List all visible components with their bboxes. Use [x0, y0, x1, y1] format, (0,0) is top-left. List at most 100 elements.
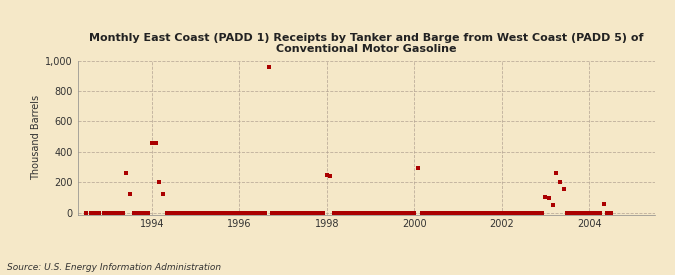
- Point: [139, 211, 150, 215]
- Point: [248, 211, 259, 215]
- Point: [540, 195, 551, 199]
- Point: [446, 211, 456, 215]
- Point: [358, 211, 369, 215]
- Point: [369, 211, 379, 215]
- Point: [241, 211, 252, 215]
- Point: [605, 211, 616, 215]
- Point: [522, 211, 533, 215]
- Point: [533, 211, 543, 215]
- Point: [292, 211, 303, 215]
- Point: [234, 211, 245, 215]
- Point: [347, 211, 358, 215]
- Point: [136, 211, 146, 215]
- Point: [511, 211, 522, 215]
- Point: [143, 211, 154, 215]
- Point: [394, 211, 405, 215]
- Point: [576, 211, 587, 215]
- Point: [380, 211, 391, 215]
- Point: [438, 211, 449, 215]
- Point: [569, 211, 580, 215]
- Point: [85, 211, 96, 215]
- Point: [94, 211, 105, 215]
- Point: [478, 211, 489, 215]
- Point: [584, 211, 595, 215]
- Point: [340, 211, 350, 215]
- Point: [146, 141, 157, 145]
- Point: [238, 211, 248, 215]
- Point: [423, 211, 434, 215]
- Point: [107, 211, 117, 215]
- Point: [329, 211, 340, 215]
- Point: [194, 211, 205, 215]
- Point: [212, 211, 223, 215]
- Point: [281, 211, 292, 215]
- Point: [271, 211, 281, 215]
- Point: [595, 211, 605, 215]
- Point: [391, 211, 402, 215]
- Point: [427, 211, 438, 215]
- Point: [365, 211, 376, 215]
- Point: [227, 211, 238, 215]
- Point: [205, 211, 215, 215]
- Point: [412, 166, 423, 170]
- Point: [183, 211, 194, 215]
- Point: [336, 211, 347, 215]
- Point: [303, 211, 314, 215]
- Point: [416, 211, 427, 215]
- Point: [467, 211, 478, 215]
- Point: [398, 211, 409, 215]
- Point: [551, 170, 562, 175]
- Point: [223, 211, 234, 215]
- Point: [344, 211, 354, 215]
- Point: [314, 211, 325, 215]
- Point: [103, 211, 113, 215]
- Point: [507, 211, 518, 215]
- Point: [300, 211, 310, 215]
- Point: [547, 203, 558, 208]
- Point: [431, 211, 441, 215]
- Point: [482, 211, 493, 215]
- Point: [252, 211, 263, 215]
- Point: [296, 211, 306, 215]
- Point: [110, 211, 121, 215]
- Point: [277, 211, 288, 215]
- Point: [245, 211, 256, 215]
- Point: [435, 211, 446, 215]
- Title: Monthly East Coast (PADD 1) Receipts by Tanker and Barge from West Coast (PADD 5: Monthly East Coast (PADD 1) Receipts by …: [89, 32, 643, 54]
- Point: [190, 211, 201, 215]
- Point: [219, 211, 230, 215]
- Point: [350, 211, 361, 215]
- Point: [216, 211, 227, 215]
- Point: [489, 211, 500, 215]
- Point: [321, 173, 332, 177]
- Point: [566, 211, 576, 215]
- Point: [209, 211, 219, 215]
- Point: [169, 211, 180, 215]
- Point: [555, 180, 566, 185]
- Point: [187, 211, 198, 215]
- Point: [318, 211, 329, 215]
- Point: [493, 211, 504, 215]
- Point: [464, 211, 475, 215]
- Point: [154, 180, 165, 185]
- Y-axis label: Thousand Barrels: Thousand Barrels: [31, 95, 41, 180]
- Point: [525, 211, 536, 215]
- Point: [180, 211, 190, 215]
- Point: [117, 211, 128, 215]
- Point: [310, 211, 321, 215]
- Point: [449, 211, 460, 215]
- Point: [402, 211, 412, 215]
- Point: [420, 211, 431, 215]
- Point: [332, 211, 343, 215]
- Point: [230, 211, 241, 215]
- Point: [125, 192, 136, 196]
- Point: [285, 211, 296, 215]
- Point: [376, 211, 387, 215]
- Point: [157, 192, 168, 196]
- Point: [562, 211, 572, 215]
- Point: [132, 211, 143, 215]
- Point: [456, 211, 467, 215]
- Point: [405, 211, 416, 215]
- Point: [598, 202, 609, 206]
- Point: [289, 211, 300, 215]
